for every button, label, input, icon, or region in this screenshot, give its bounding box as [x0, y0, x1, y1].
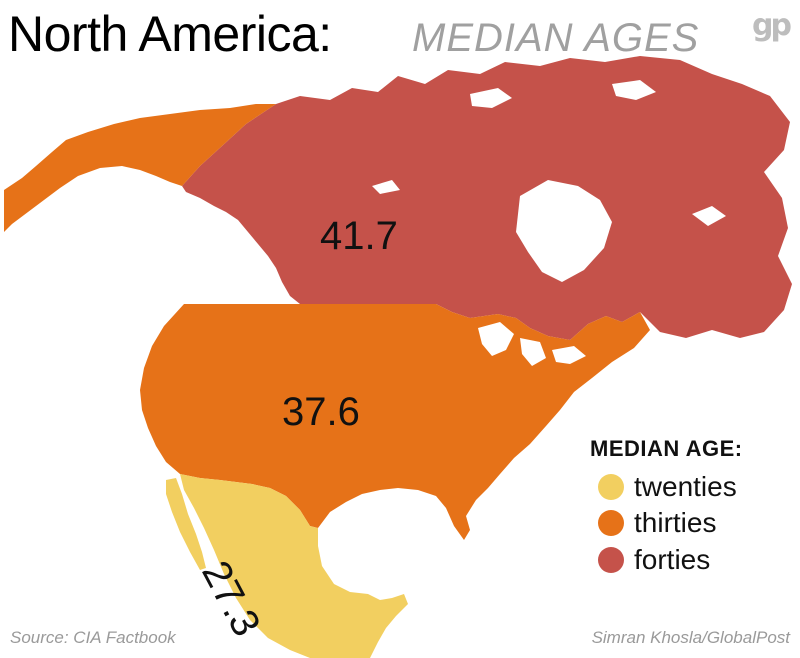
- legend-item-thirties: thirties: [598, 508, 716, 538]
- us-median-age-label: 37.6: [282, 390, 360, 434]
- legend-title: MEDIAN AGE:: [590, 436, 743, 461]
- legend-item-twenties: twenties: [598, 472, 737, 502]
- mexico-region: [180, 474, 408, 658]
- alaska-region: [4, 104, 276, 232]
- source-note: Source: CIA Factbook: [10, 628, 176, 647]
- legend-label: thirties: [634, 507, 717, 538]
- legend-swatch: [598, 474, 624, 500]
- legend-item-forties: forties: [598, 545, 710, 575]
- map-subtitle: MEDIAN AGES: [412, 16, 700, 60]
- canada-median-age-label: 41.7: [320, 214, 398, 258]
- legend-label: forties: [634, 544, 711, 575]
- legend-swatch: [598, 510, 624, 536]
- hudson-bay: [516, 180, 612, 282]
- credit-note: Simran Khosla/GlobalPost: [591, 628, 790, 647]
- globalpost-logo: gp: [752, 8, 792, 43]
- legend-swatch: [598, 547, 624, 573]
- legend-label: twenties: [634, 471, 737, 502]
- baja-california: [166, 478, 206, 570]
- map-title: North America:: [8, 6, 332, 62]
- canada-region: [182, 56, 792, 340]
- great-lakes: [478, 322, 586, 366]
- united-states-region: [140, 304, 650, 540]
